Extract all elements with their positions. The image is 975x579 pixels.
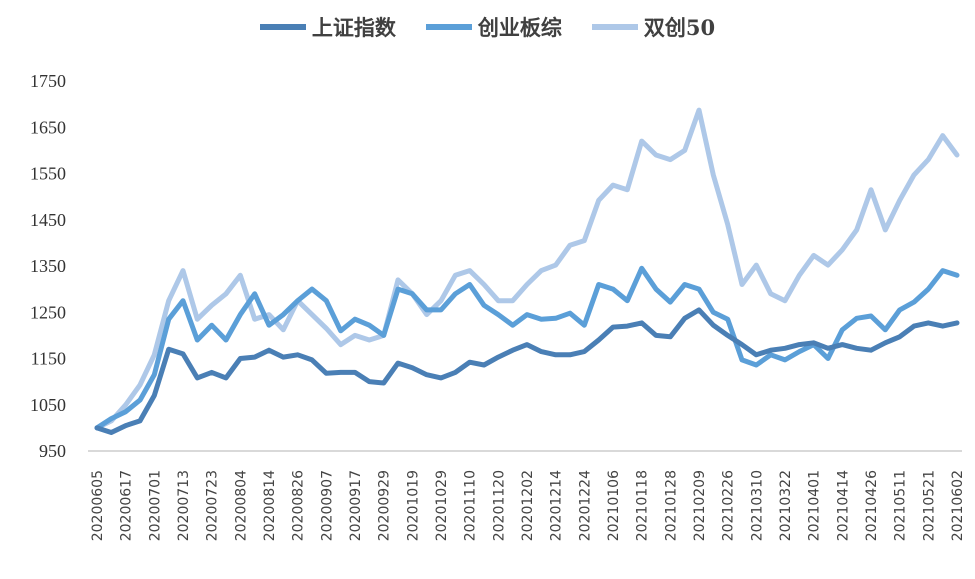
legend-swatch [425, 24, 472, 30]
x-tick-label: 20201019 [405, 470, 421, 541]
x-tick-label: 20201214 [549, 470, 565, 541]
x-tick-label: 20200929 [377, 470, 393, 541]
x-tick-label: 20210426 [864, 470, 880, 541]
x-tick-label: 20210414 [835, 470, 851, 541]
x-tick-label: 20210511 [893, 470, 909, 541]
x-tick-label: 20201224 [577, 470, 593, 541]
y-tick-label: 1150 [31, 349, 66, 369]
x-tick-label: 20210106 [606, 470, 622, 541]
legend: 上证指数 创业板综 双创50 [0, 12, 975, 42]
y-tick-label: 1650 [30, 117, 66, 137]
y-tick-label: 1750 [30, 71, 66, 91]
x-tick-label: 20210209 [692, 470, 708, 541]
x-tick-label: 20200826 [291, 470, 307, 541]
x-tick-label: 20210310 [749, 470, 765, 541]
x-tick-label: 20201029 [434, 470, 450, 541]
x-tick-label: 20210128 [663, 470, 679, 541]
x-tick-label: 20210322 [778, 470, 794, 541]
legend-item-sc50: 双创50 [591, 12, 716, 42]
legend-label: 创业板综 [477, 15, 562, 40]
legend-swatch [259, 24, 306, 30]
legend-item-sse: 上证指数 [259, 12, 396, 42]
y-tick-label: 950 [39, 441, 66, 461]
legend-label: 双创50 [643, 15, 716, 40]
y-tick-label: 1050 [30, 395, 66, 415]
x-tick-label: 20200617 [119, 470, 135, 541]
x-tick-label: 20210401 [807, 470, 823, 541]
x-tick-label: 20200814 [262, 470, 278, 541]
series-line-上证指数 [94, 307, 960, 435]
x-tick-label: 20200713 [176, 470, 192, 541]
x-tick-label: 20200701 [147, 470, 163, 541]
x-tick-label: 20201202 [520, 470, 536, 541]
y-tick-label: 1250 [30, 302, 66, 322]
x-tick-label: 20210521 [921, 470, 937, 541]
x-tick-label: 20200917 [348, 470, 364, 541]
x-tick-label: 20201120 [491, 470, 507, 541]
legend-item-chinext: 创业板综 [425, 12, 562, 42]
y-tick-label: 1550 [30, 164, 66, 184]
y-tick-label: 1450 [30, 210, 66, 230]
x-tick-label: 20200723 [205, 470, 221, 541]
x-tick-label: 20210226 [721, 470, 737, 541]
y-tick-label: 1350 [30, 256, 66, 276]
x-tick-label: 20210602 [950, 470, 966, 541]
x-tick-label: 20200804 [233, 470, 249, 541]
x-tick-label: 20200907 [319, 470, 335, 541]
series-line-双创50 [94, 107, 960, 431]
x-tick-label: 20210118 [635, 470, 651, 541]
legend-label: 上证指数 [311, 15, 396, 40]
legend-swatch [591, 24, 638, 30]
x-tick-label: 20201110 [463, 470, 479, 541]
x-tick-label: 20200605 [90, 470, 106, 541]
